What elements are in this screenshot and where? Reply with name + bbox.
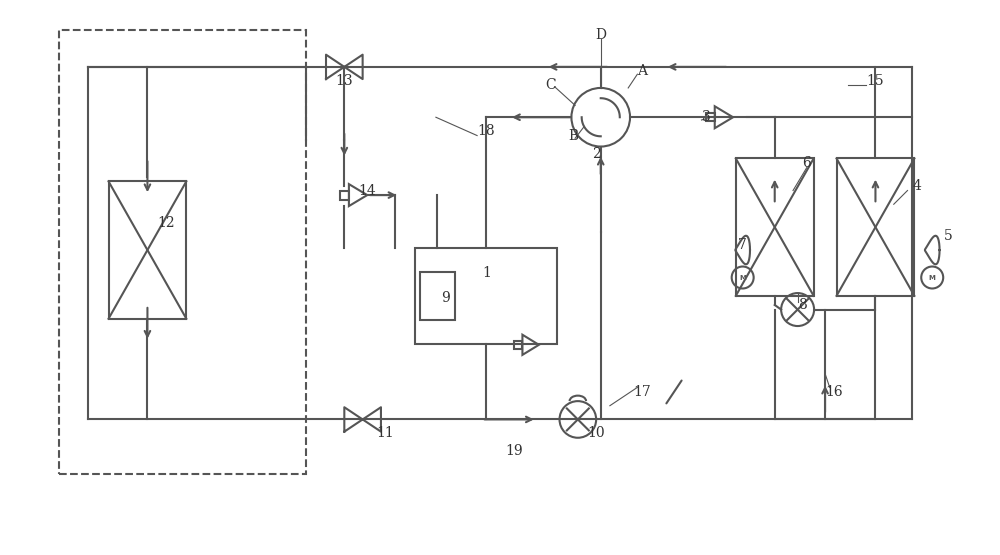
- Text: 11: 11: [377, 426, 394, 440]
- Text: 2: 2: [592, 147, 601, 161]
- Bar: [736, 159, 814, 296]
- Text: 3: 3: [702, 110, 710, 124]
- Text: A: A: [637, 64, 647, 78]
- Text: D: D: [595, 28, 606, 42]
- Text: 17: 17: [633, 385, 651, 399]
- Bar: [415, 248, 557, 344]
- Text: 14: 14: [358, 184, 376, 198]
- Bar: [59, 31, 306, 475]
- Text: C: C: [545, 78, 556, 92]
- Text: M: M: [739, 275, 746, 280]
- Bar: [109, 181, 186, 319]
- Text: 18: 18: [477, 124, 495, 138]
- Text: 6: 6: [802, 156, 811, 170]
- Text: 7: 7: [738, 239, 747, 253]
- Bar: [514, 341, 522, 349]
- Bar: [340, 190, 349, 200]
- Text: 19: 19: [505, 445, 523, 458]
- Text: B: B: [568, 129, 578, 143]
- Text: 10: 10: [587, 426, 605, 440]
- Text: 12: 12: [157, 215, 175, 230]
- Text: 5: 5: [944, 229, 953, 243]
- Text: 16: 16: [825, 385, 843, 399]
- Text: 15: 15: [867, 74, 884, 88]
- Bar: [837, 159, 914, 296]
- Text: 9: 9: [441, 291, 449, 305]
- Bar: [420, 272, 455, 320]
- Bar: [706, 113, 715, 122]
- Text: 4: 4: [912, 179, 921, 193]
- Text: 1: 1: [482, 266, 491, 280]
- Text: M: M: [929, 275, 936, 280]
- Text: 13: 13: [336, 74, 353, 88]
- Text: 8: 8: [798, 298, 807, 312]
